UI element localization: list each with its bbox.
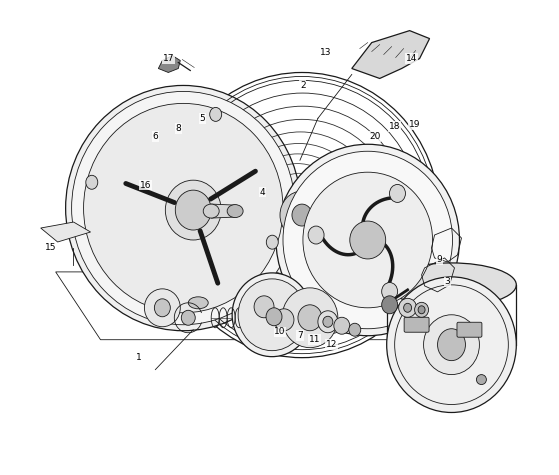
Text: 5: 5 — [200, 114, 205, 123]
Text: 13: 13 — [320, 48, 331, 57]
Ellipse shape — [176, 190, 211, 230]
Ellipse shape — [399, 298, 416, 317]
Ellipse shape — [266, 235, 278, 249]
Text: 9: 9 — [437, 256, 442, 265]
Text: 8: 8 — [176, 124, 181, 133]
Ellipse shape — [418, 306, 425, 314]
Ellipse shape — [382, 283, 397, 301]
Ellipse shape — [404, 304, 411, 312]
FancyBboxPatch shape — [457, 322, 482, 337]
Ellipse shape — [164, 73, 439, 358]
Ellipse shape — [387, 263, 517, 307]
Text: 15: 15 — [45, 244, 56, 253]
Text: 20: 20 — [369, 132, 381, 141]
Ellipse shape — [144, 289, 181, 327]
Polygon shape — [158, 56, 181, 73]
Ellipse shape — [280, 191, 324, 239]
Text: 2: 2 — [300, 81, 306, 90]
Text: 10: 10 — [274, 327, 286, 336]
Ellipse shape — [254, 296, 274, 318]
Ellipse shape — [165, 180, 221, 240]
Text: 7: 7 — [297, 331, 303, 340]
Text: 3: 3 — [444, 277, 451, 286]
Ellipse shape — [203, 204, 219, 218]
Ellipse shape — [387, 277, 517, 412]
Ellipse shape — [318, 311, 338, 332]
Text: 19: 19 — [409, 120, 420, 129]
Ellipse shape — [476, 375, 486, 385]
Ellipse shape — [350, 221, 386, 259]
Ellipse shape — [334, 317, 350, 334]
Ellipse shape — [308, 226, 324, 244]
Ellipse shape — [282, 288, 338, 348]
Ellipse shape — [188, 297, 208, 309]
Ellipse shape — [86, 175, 98, 189]
Ellipse shape — [424, 315, 480, 375]
Ellipse shape — [238, 279, 306, 351]
Ellipse shape — [154, 299, 170, 317]
Ellipse shape — [210, 107, 222, 122]
Ellipse shape — [232, 273, 312, 357]
FancyBboxPatch shape — [404, 317, 429, 332]
Ellipse shape — [274, 309, 294, 331]
Ellipse shape — [292, 204, 312, 226]
Ellipse shape — [227, 205, 243, 218]
Text: 17: 17 — [163, 54, 174, 63]
Ellipse shape — [161, 299, 173, 313]
Ellipse shape — [181, 310, 195, 325]
Text: 6: 6 — [153, 132, 158, 141]
Ellipse shape — [84, 104, 283, 313]
Ellipse shape — [390, 184, 405, 202]
Polygon shape — [211, 204, 235, 218]
Ellipse shape — [266, 308, 282, 326]
Text: 11: 11 — [309, 335, 321, 344]
Text: 1: 1 — [135, 353, 141, 362]
Polygon shape — [352, 30, 429, 78]
Text: 14: 14 — [406, 54, 418, 63]
Ellipse shape — [382, 296, 397, 314]
Text: 4: 4 — [259, 188, 265, 197]
Ellipse shape — [303, 172, 433, 308]
Ellipse shape — [283, 151, 452, 329]
Ellipse shape — [72, 91, 295, 325]
Text: 18: 18 — [389, 122, 400, 131]
Ellipse shape — [65, 86, 301, 331]
Ellipse shape — [349, 323, 361, 336]
Text: 16: 16 — [140, 180, 151, 190]
Text: 12: 12 — [326, 340, 338, 349]
Polygon shape — [41, 222, 91, 242]
Ellipse shape — [323, 316, 333, 327]
Ellipse shape — [298, 305, 322, 331]
Ellipse shape — [415, 302, 429, 317]
Ellipse shape — [276, 144, 459, 336]
Ellipse shape — [438, 329, 466, 361]
